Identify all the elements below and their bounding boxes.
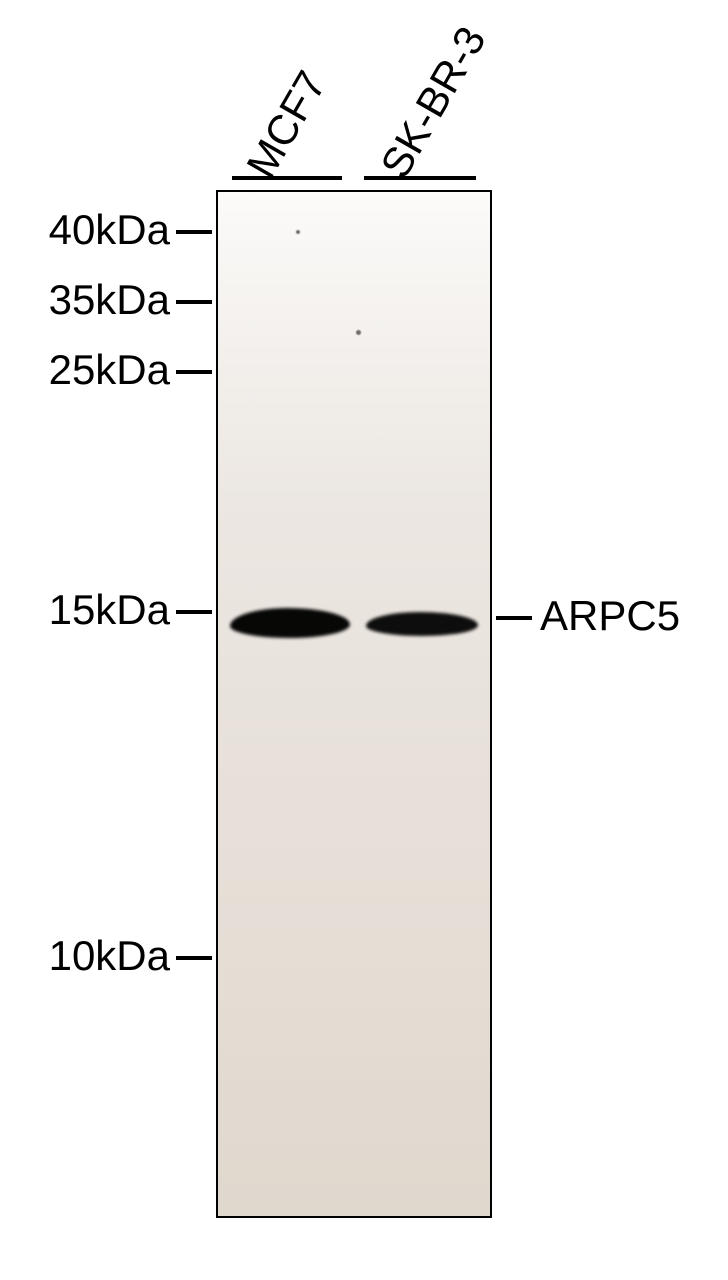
mw-label-25: 25kDa: [0, 346, 170, 394]
mw-label-15: 15kDa: [0, 586, 170, 634]
blot-border: [216, 190, 492, 1218]
mw-label-40: 40kDa: [0, 206, 170, 254]
lane-underline-skbr3: [364, 176, 476, 180]
mw-label-10: 10kDa: [0, 932, 170, 980]
mw-tick-35: [176, 300, 212, 304]
mw-tick-40: [176, 230, 212, 234]
mw-label-35: 35kDa: [0, 276, 170, 324]
lane-underline-mcf7: [232, 176, 342, 180]
mw-tick-15: [176, 610, 212, 614]
mw-tick-10: [176, 956, 212, 960]
western-blot-figure: MCF7 SK-BR-3 40kDa 35kDa 25kDa 15kDa 10k…: [0, 0, 728, 1280]
lane-label-mcf7: MCF7: [237, 63, 336, 186]
lane-label-skbr3: SK-BR-3: [371, 18, 495, 186]
mw-tick-25: [176, 370, 212, 374]
target-tick-arpc5: [496, 616, 532, 620]
target-label-arpc5: ARPC5: [540, 592, 680, 640]
